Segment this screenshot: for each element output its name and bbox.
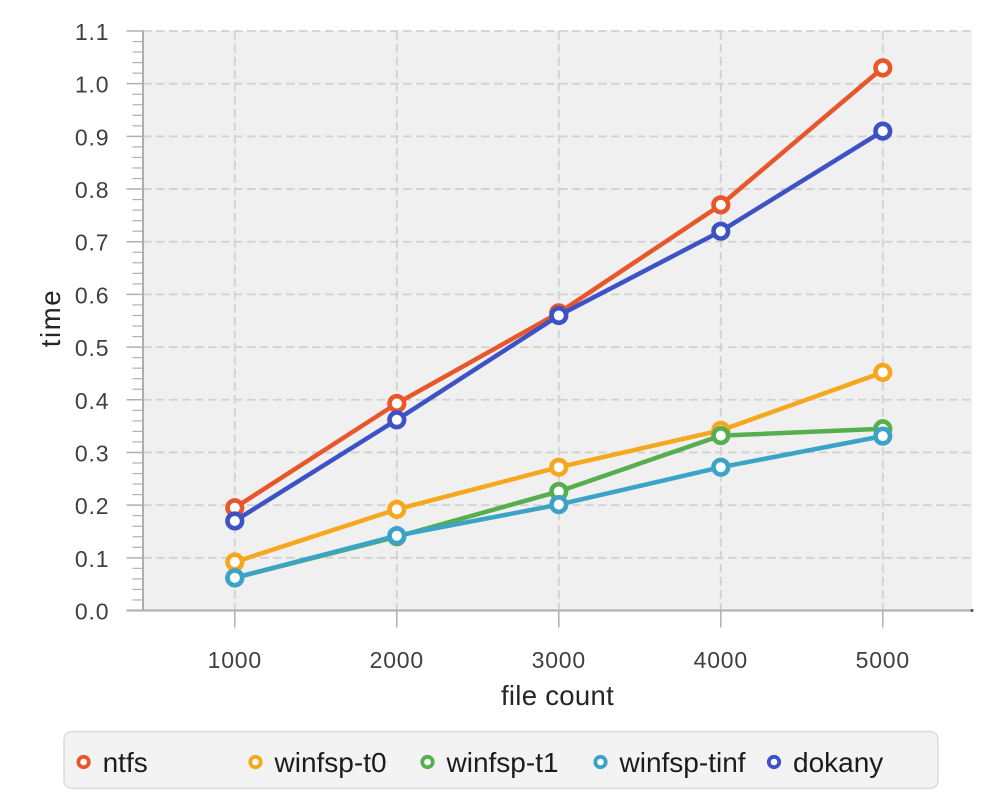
svg-text:1000: 1000 — [208, 647, 262, 673]
svg-text:5000: 5000 — [856, 647, 910, 673]
svg-text:ntfs: ntfs — [103, 747, 148, 778]
svg-text:0.9: 0.9 — [75, 124, 109, 150]
svg-text:0.7: 0.7 — [75, 230, 109, 256]
svg-text:0.3: 0.3 — [75, 440, 109, 466]
svg-text:0.6: 0.6 — [75, 282, 109, 308]
svg-text:winfsp-t1: winfsp-t1 — [446, 747, 559, 778]
svg-text:3000: 3000 — [532, 647, 586, 673]
svg-text:0.2: 0.2 — [75, 493, 109, 519]
svg-text:file count: file count — [501, 680, 614, 711]
svg-text:1.0: 1.0 — [75, 72, 109, 98]
svg-text:0.1: 0.1 — [75, 546, 109, 572]
svg-text:time: time — [35, 289, 66, 347]
svg-text:0.4: 0.4 — [75, 388, 109, 414]
svg-text:winfsp-tinf: winfsp-tinf — [619, 747, 746, 778]
svg-text:dokany: dokany — [793, 747, 883, 778]
svg-text:2000: 2000 — [370, 647, 424, 673]
svg-text:0.5: 0.5 — [75, 335, 109, 361]
svg-text:4000: 4000 — [694, 647, 748, 673]
svg-text:0.8: 0.8 — [75, 177, 109, 203]
svg-text:1.1: 1.1 — [75, 19, 109, 45]
svg-text:0.0: 0.0 — [75, 599, 109, 625]
svg-text:winfsp-t0: winfsp-t0 — [274, 747, 387, 778]
